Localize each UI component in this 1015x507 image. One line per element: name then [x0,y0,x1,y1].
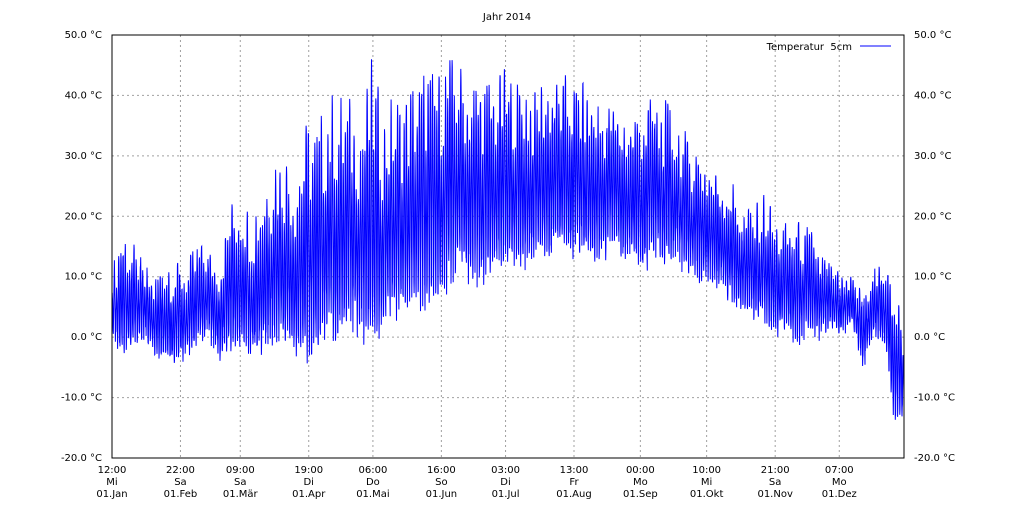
y-tick-label-right: 10.0 °C [914,272,951,283]
x-tick-time: 21:00 [761,465,790,476]
x-tick-date: 01.Mär [223,489,259,500]
legend-label: Temperatur 5cm [766,42,852,53]
y-tick-label-left: 0.0 °C [71,332,102,343]
x-tick-date: 01.Okt [690,489,724,500]
x-tick-weekday: Fr [569,477,579,488]
x-tick-weekday: Mo [633,477,648,488]
x-tick-weekday: Mo [832,477,847,488]
x-tick-weekday: Mi [701,477,712,488]
y-tick-label-right: 20.0 °C [914,211,951,222]
y-tick-label-left: 30.0 °C [65,151,102,162]
y-tick-label-right: 40.0 °C [914,90,951,101]
x-tick-weekday: Di [303,477,313,488]
x-tick-weekday: Sa [769,477,781,488]
series-temperatur-5cm [111,59,905,420]
x-tick-date: 01.Nov [757,489,793,500]
x-tick-weekday: Mi [106,477,117,488]
x-tick-date: 01.Jan [96,489,127,500]
y-tick-label-left: 50.0 °C [65,30,102,41]
x-tick-time: 13:00 [560,465,589,476]
x-tick-date: 01.Feb [164,489,198,500]
x-tick-time: 07:00 [825,465,854,476]
plot-area-border [111,34,905,459]
x-tick-weekday: Di [500,477,510,488]
x-tick-time: 06:00 [358,465,387,476]
x-tick-time: 09:00 [226,465,255,476]
y-tick-label-right: 0.0 °C [914,332,945,343]
x-tick-time: 10:00 [692,465,721,476]
y-axis-left: -20.0 °C -10.0 °C 0.0 °C 10.0 °C 20.0 °C 30.0… [61,30,102,464]
x-tick-time: 03:00 [491,465,520,476]
x-tick-date: 01.Sep [623,489,658,500]
y-tick-label-right: -10.0 °C [914,393,955,404]
y-axis-right: -20.0 °C -10.0 °C 0.0 °C 10.0 °C 20.0 °C 30.0… [914,30,955,464]
x-tick-time: 19:00 [294,465,323,476]
x-tick-time: 16:00 [427,465,456,476]
x-tick-time: 00:00 [626,465,655,476]
y-tick-label-left: -10.0 °C [61,393,102,404]
legend: Temperatur 5cm [766,42,891,53]
x-tick-date: 01.Apr [292,489,326,500]
y-tick-label-right: 50.0 °C [914,30,951,41]
x-tick-time: 22:00 [166,465,195,476]
x-tick-time: 12:00 [98,465,127,476]
x-tick-date: 01.Dez [822,489,857,500]
y-tick-label-left: -20.0 °C [61,453,102,464]
x-tick-date: 01.Jul [492,489,520,500]
x-tick-date: 01.Jun [426,489,458,500]
x-axis: 12:00Mi01.Jan22:00Sa01.Feb09:00Sa01.Mär1… [96,465,856,500]
x-tick-weekday: Sa [234,477,246,488]
x-tick-weekday: Sa [174,477,186,488]
x-tick-weekday: So [435,477,447,488]
series-line [111,59,905,420]
x-tick-date: 01.Aug [556,489,591,500]
y-tick-label-left: 10.0 °C [65,272,102,283]
y-tick-label-left: 20.0 °C [65,211,102,222]
x-tick-weekday: Do [366,477,380,488]
y-tick-label-right: 30.0 °C [914,151,951,162]
x-tick-date: 01.Mai [356,489,389,500]
y-tick-label-right: -20.0 °C [914,453,955,464]
y-tick-label-left: 40.0 °C [65,90,102,101]
chart-title: Jahr 2014 [482,12,531,23]
